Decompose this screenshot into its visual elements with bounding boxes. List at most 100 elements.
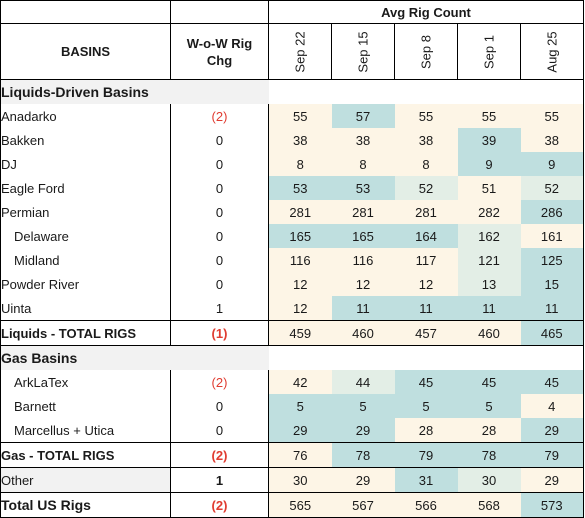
table-row-uinta: Uinta 1 12 11 11 11 11 — [0, 296, 584, 321]
basins-header: BASINS — [0, 23, 171, 80]
rig-value: 12 — [268, 272, 332, 296]
basin-name: Marcellus + Utica — [0, 418, 171, 443]
rig-value: 4 — [520, 394, 584, 418]
rig-value: 29 — [331, 467, 395, 493]
rig-value: 51 — [457, 176, 521, 200]
rig-value: 45 — [457, 370, 521, 394]
rig-value: 12 — [268, 296, 332, 321]
rig-value: 164 — [394, 224, 458, 248]
section-title-gas: Gas Basins — [0, 345, 269, 370]
other-label: Other — [0, 467, 171, 493]
rig-value: 38 — [394, 128, 458, 152]
wow-change: (2) — [170, 104, 269, 128]
rig-value: 30 — [268, 467, 332, 493]
rig-value: 55 — [457, 104, 521, 128]
rig-value: 121 — [457, 248, 521, 272]
us-total-label: Total US Rigs — [0, 492, 171, 518]
basin-name: DJ — [0, 152, 171, 176]
total-label: Gas - TOTAL RIGS — [0, 442, 171, 468]
rig-value: 8 — [268, 152, 332, 176]
date-header-0: Sep 22 — [268, 23, 332, 80]
basin-name: ArkLaTex — [0, 370, 171, 394]
rig-value: 76 — [268, 442, 332, 468]
table-row-liquids-total: Liquids - TOTAL RIGS (1) 459 460 457 460… — [0, 320, 584, 346]
rig-value: 13 — [457, 272, 521, 296]
basin-name: Eagle Ford — [0, 176, 171, 200]
date-header-1: Sep 15 — [331, 23, 395, 80]
basin-name: Anadarko — [0, 104, 171, 128]
rig-value: 125 — [520, 248, 584, 272]
rig-value: 30 — [457, 467, 521, 493]
rig-value: 5 — [268, 394, 332, 418]
wow-header-line1: W-o-W Rig — [186, 35, 253, 51]
rig-value: 29 — [331, 418, 395, 443]
rig-value: 12 — [394, 272, 458, 296]
rig-value: 79 — [394, 442, 458, 468]
rig-value: 8 — [331, 152, 395, 176]
wow-change: (2) — [170, 442, 269, 468]
section-fill-gas — [268, 345, 584, 370]
rig-value: 459 — [268, 320, 332, 346]
rig-value: 11 — [520, 296, 584, 321]
rig-value: 42 — [268, 370, 332, 394]
basin-name: Bakken — [0, 128, 171, 152]
rig-value: 165 — [268, 224, 332, 248]
table-row-barnett: Barnett 0 5 5 5 5 4 — [0, 394, 584, 418]
table-row-other: Other 1 30 29 31 30 29 — [0, 467, 584, 493]
header-blank-basin — [0, 0, 171, 24]
rig-value: 282 — [457, 200, 521, 224]
rig-value: 45 — [520, 370, 584, 394]
rig-value: 38 — [268, 128, 332, 152]
wow-change: 0 — [170, 394, 269, 418]
wow-change: 0 — [170, 128, 269, 152]
rig-value: 38 — [520, 128, 584, 152]
rig-value: 573 — [520, 492, 584, 518]
rig-value: 31 — [394, 467, 458, 493]
rig-value: 78 — [457, 442, 521, 468]
basin-name: Uinta — [0, 296, 171, 321]
header-blank-wow — [170, 0, 269, 24]
rig-value: 12 — [331, 272, 395, 296]
rig-value: 116 — [331, 248, 395, 272]
wow-change: 0 — [170, 152, 269, 176]
wow-change: 0 — [170, 224, 269, 248]
rig-value: 28 — [457, 418, 521, 443]
rig-value: 286 — [520, 200, 584, 224]
basin-name: Midland — [0, 248, 171, 272]
table-row-dj: DJ 0 8 8 8 9 9 — [0, 152, 584, 176]
rig-value: 29 — [520, 467, 584, 493]
rig-value: 55 — [268, 104, 332, 128]
rig-value: 5 — [394, 394, 458, 418]
wow-change: 1 — [170, 296, 269, 321]
rig-value: 38 — [331, 128, 395, 152]
wow-change: 0 — [170, 272, 269, 296]
rig-value: 15 — [520, 272, 584, 296]
basin-name: Powder River — [0, 272, 171, 296]
table-row-powder-river: Powder River 0 12 12 12 13 15 — [0, 272, 584, 296]
basin-name: Permian — [0, 200, 171, 224]
rig-value: 9 — [457, 152, 521, 176]
rig-value: 29 — [520, 418, 584, 443]
wow-change: (1) — [170, 320, 269, 346]
rig-value: 460 — [331, 320, 395, 346]
rig-value: 460 — [457, 320, 521, 346]
section-fill-liquids — [268, 79, 584, 104]
table-row-gas-total: Gas - TOTAL RIGS (2) 76 78 79 78 79 — [0, 442, 584, 468]
table-row-arklatex: ArkLaTex (2) 42 44 45 45 45 — [0, 370, 584, 394]
rig-value: 52 — [394, 176, 458, 200]
total-label: Liquids - TOTAL RIGS — [0, 320, 171, 346]
date-header-3: Sep 1 — [457, 23, 521, 80]
wow-change: (2) — [170, 492, 269, 518]
rig-value: 53 — [331, 176, 395, 200]
rig-value: 465 — [520, 320, 584, 346]
table-row-anadarko: Anadarko (2) 55 57 55 55 55 — [0, 104, 584, 128]
rig-value: 161 — [520, 224, 584, 248]
rig-value: 281 — [268, 200, 332, 224]
rig-value: 5 — [457, 394, 521, 418]
rig-value: 29 — [268, 418, 332, 443]
wow-change: 0 — [170, 248, 269, 272]
table-row-marcellus-utica: Marcellus + Utica 0 29 29 28 28 29 — [0, 418, 584, 443]
rig-value: 8 — [394, 152, 458, 176]
date-header-4: Aug 25 — [520, 23, 584, 80]
basin-name: Barnett — [0, 394, 171, 418]
